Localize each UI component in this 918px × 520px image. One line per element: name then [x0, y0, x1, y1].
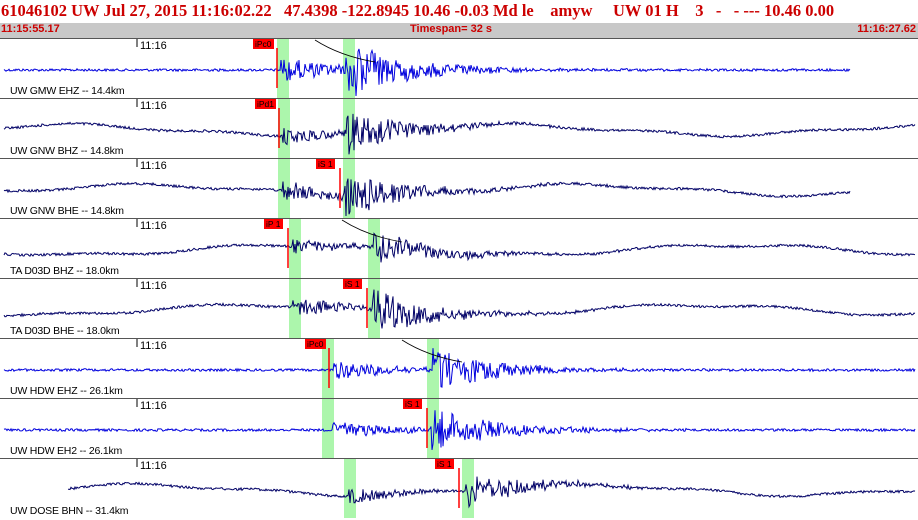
time-bar: 11:15:55.17 Timespan= 32 s 11:16:27.62 — [0, 23, 918, 38]
tick-time-label: 11:16 — [140, 40, 167, 52]
seismogram-trace — [3, 99, 916, 155]
trace-line — [3, 232, 916, 263]
arrival-curve — [341, 219, 403, 243]
waveform-panels[interactable]: iPc0 11:16 UW GMW EHZ -- 14.4km iPd1 11:16 UW… — [0, 38, 918, 520]
panel-divider — [0, 458, 918, 459]
pick-label[interactable]: iP 1 — [264, 219, 283, 229]
event-header: 61046102 UW Jul 27, 2015 11:16:02.22 47.… — [0, 0, 918, 23]
channel-label: TA D03D BHE -- 18.0km — [10, 325, 120, 337]
panel-divider — [0, 38, 918, 39]
trace-line — [67, 476, 916, 509]
trace-line — [3, 410, 916, 450]
phase-window-band — [343, 99, 355, 158]
panel-divider — [0, 338, 918, 339]
trace-line — [3, 348, 916, 388]
trace-line — [3, 178, 851, 217]
channel-label: UW HDW EHZ -- 26.1km — [10, 385, 123, 397]
phase-window-band — [462, 459, 474, 518]
timespan-label: Timespan= 32 s — [410, 23, 493, 35]
pick-label[interactable]: iPc0 — [305, 339, 326, 349]
channel-label: UW GNW BHZ -- 14.8km — [10, 145, 124, 157]
panel-divider — [0, 218, 918, 219]
phase-window-band — [289, 279, 301, 338]
phase-window-band — [278, 159, 290, 218]
pick-label[interactable]: iS 1 — [435, 459, 454, 469]
trace-line — [3, 48, 851, 97]
seismogram-trace — [3, 219, 916, 268]
seismogram-trace — [67, 459, 916, 509]
seismogram-trace — [3, 279, 916, 329]
tick-time-label: 11:16 — [140, 100, 167, 112]
event-summary-text: 61046102 UW Jul 27, 2015 11:16:02.22 47.… — [1, 1, 835, 20]
pick-label[interactable]: iS 1 — [316, 159, 335, 169]
start-time: 11:15:55.17 — [1, 23, 60, 35]
channel-label: UW GNW BHE -- 14.8km — [10, 205, 124, 217]
trace-line — [3, 289, 916, 329]
panel-divider — [0, 398, 918, 399]
phase-window-band — [427, 399, 439, 458]
arrival-curve — [314, 39, 376, 63]
tick-time-label: 11:16 — [140, 160, 167, 172]
panel-divider — [0, 158, 918, 159]
end-time: 11:16:27.62 — [857, 23, 916, 35]
pick-label[interactable]: iS 1 — [403, 399, 422, 409]
tick-time-label: 11:16 — [140, 340, 167, 352]
phase-window-band — [322, 339, 334, 398]
phase-window-band — [344, 459, 356, 518]
channel-label: UW DOSE BHN -- 31.4km — [10, 505, 129, 517]
tick-time-label: 11:16 — [140, 280, 167, 292]
pick-label[interactable]: iPc0 — [253, 39, 274, 49]
tick-time-label: 11:16 — [140, 400, 167, 412]
channel-label: UW HDW EH2 -- 26.1km — [10, 445, 123, 457]
seismogram-trace — [3, 339, 916, 388]
channel-label: UW GMW EHZ -- 14.4km — [10, 85, 125, 97]
pick-label[interactable]: iS 1 — [343, 279, 362, 289]
tick-time-label: 11:16 — [140, 460, 167, 472]
tick-time-label: 11:16 — [140, 220, 167, 232]
seismogram-trace — [3, 39, 851, 97]
waveform-panel[interactable]: iS 1 11:16 UW HDW EH2 -- 26.1km — [0, 398, 918, 458]
phase-window-band — [322, 399, 334, 458]
trace-line — [3, 113, 916, 155]
waveform-panel[interactable]: iS 1 11:16 TA D03D BHE -- 18.0km — [0, 278, 918, 338]
channel-label: TA D03D BHZ -- 18.0km — [10, 265, 119, 277]
panel-divider — [0, 278, 918, 279]
seismogram-trace — [3, 159, 851, 217]
waveform-panel[interactable]: iS 1 11:16 UW GNW BHE -- 14.8km — [0, 158, 918, 218]
waveform-panel[interactable]: iPd1 11:16 UW GNW BHZ -- 14.8km — [0, 98, 918, 158]
waveform-panel[interactable]: iP 1 11:16 TA D03D BHZ -- 18.0km — [0, 218, 918, 278]
panel-divider — [0, 98, 918, 99]
pick-label[interactable]: iPd1 — [255, 99, 277, 109]
waveform-panel[interactable]: iPc0 11:16 UW HDW EHZ -- 26.1km — [0, 338, 918, 398]
waveform-panel[interactable]: iS 1 11:16 UW DOSE BHN -- 31.4km — [0, 458, 918, 518]
seismogram-trace — [3, 399, 916, 450]
waveform-panel[interactable]: iPc0 11:16 UW GMW EHZ -- 14.4km — [0, 38, 918, 98]
phase-window-band — [368, 279, 380, 338]
arrival-curve — [401, 339, 463, 363]
